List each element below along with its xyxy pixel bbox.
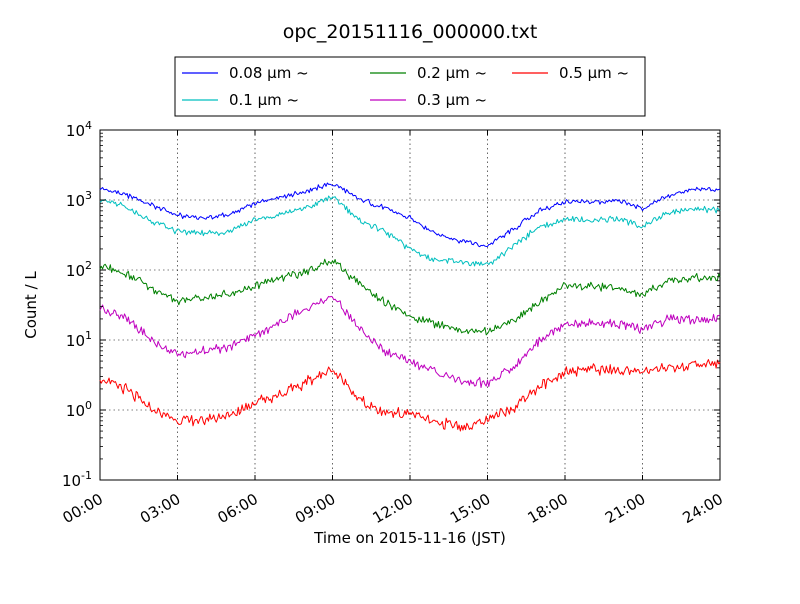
series-lines xyxy=(99,182,721,432)
chart-title: opc_20151116_000000.txt xyxy=(283,21,538,43)
y-tick-label: 10-1 xyxy=(62,469,92,490)
y-tick-label: 104 xyxy=(66,119,92,140)
series-line xyxy=(99,359,721,432)
x-axis-label: Time on 2015-11-16 (JST) xyxy=(313,529,506,547)
legend-label: 0.2 μm ~ xyxy=(417,64,487,82)
y-tick-label: 103 xyxy=(66,189,92,210)
series-line xyxy=(99,258,721,336)
y-axis-tick-labels: 10-1 100 101 102 103 104 xyxy=(62,119,92,490)
legend-label: 0.5 μm ~ xyxy=(559,64,629,82)
y-tick-label: 100 xyxy=(66,399,92,420)
series-line xyxy=(99,182,721,248)
legend-label: 0.08 μm ~ xyxy=(229,64,309,82)
legend-label: 0.3 μm ~ xyxy=(417,91,487,109)
axis-ticks xyxy=(99,129,721,481)
y-tick-label: 102 xyxy=(66,259,92,280)
y-axis-label: Count / L xyxy=(22,271,40,339)
series-line xyxy=(99,295,721,389)
legend: 0.08 μm ~ 0.1 μm ~ 0.2 μm ~ 0.3 μm ~ 0.5 μm … xyxy=(174,56,646,117)
series-line xyxy=(99,195,721,267)
legend-label: 0.1 μm ~ xyxy=(229,91,299,109)
legend-box xyxy=(174,56,646,117)
y-tick-label: 101 xyxy=(66,329,92,350)
